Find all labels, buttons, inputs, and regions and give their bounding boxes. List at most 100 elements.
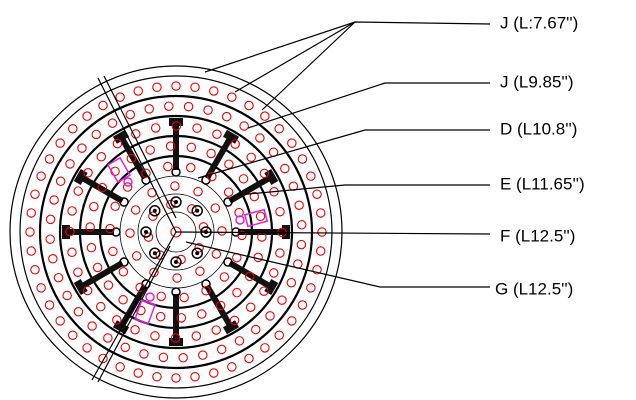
- hole: [297, 220, 307, 230]
- hole: [118, 267, 129, 277]
- hole: [194, 243, 204, 253]
- label: J (L:7.67''): [500, 13, 578, 32]
- hole: [30, 265, 40, 275]
- label: J (L9.85''): [500, 72, 574, 91]
- hole: [186, 162, 196, 173]
- hole: [171, 373, 181, 383]
- label: F (L12.5''): [500, 226, 575, 245]
- hole: [112, 138, 123, 149]
- hole: [87, 321, 97, 331]
- outer-ring: [9, 65, 343, 399]
- spoke-arm: [173, 120, 179, 170]
- spoke-bolt: [119, 257, 129, 267]
- hole: [224, 159, 234, 169]
- hole: [193, 186, 203, 197]
- hole: [89, 201, 99, 212]
- hole: [227, 92, 237, 102]
- outer-ring: [19, 75, 333, 389]
- hole: [287, 138, 297, 148]
- hole: [98, 100, 108, 111]
- hole: [110, 201, 120, 212]
- spoke-arm: [228, 260, 275, 291]
- bolt-core: [195, 208, 200, 213]
- hole: [92, 262, 103, 273]
- hole: [306, 171, 316, 181]
- hole: [195, 266, 205, 277]
- markers: [106, 156, 269, 325]
- hole: [83, 168, 93, 178]
- hole: [144, 104, 154, 114]
- hole: [238, 174, 249, 184]
- hole: [207, 171, 217, 182]
- hole: [179, 292, 189, 303]
- hole: [229, 315, 240, 326]
- hole: [197, 309, 207, 319]
- hole: [97, 182, 108, 193]
- hole: [91, 129, 101, 140]
- hole: [251, 324, 261, 335]
- hole: [67, 206, 77, 216]
- hole: [150, 331, 160, 341]
- spoke-bolt: [171, 167, 181, 177]
- bolt: [149, 247, 161, 259]
- hole: [82, 111, 92, 121]
- hole: [288, 181, 299, 192]
- hole: [171, 81, 181, 91]
- bolt-core: [152, 208, 157, 213]
- hole: [112, 315, 122, 325]
- spoke-arm: [173, 294, 179, 344]
- spoke: [223, 168, 279, 207]
- hole: [108, 246, 118, 257]
- hole: [55, 176, 66, 187]
- hole: [68, 330, 78, 340]
- hole: [183, 101, 194, 112]
- ring: [38, 94, 314, 370]
- hole: [312, 265, 322, 275]
- section-line: [91, 231, 177, 381]
- spoke-head: [112, 129, 130, 144]
- hole: [216, 344, 227, 355]
- hole: [55, 316, 65, 326]
- hole: [253, 252, 263, 263]
- hole: [316, 208, 326, 218]
- spoke-arm: [77, 260, 124, 291]
- bolt: [191, 247, 203, 259]
- hole: [219, 272, 230, 282]
- marker: [235, 215, 245, 225]
- hole: [152, 372, 162, 382]
- hole: [217, 226, 227, 236]
- hole: [246, 152, 256, 163]
- hole: [234, 336, 245, 346]
- hole: [191, 331, 202, 341]
- hole: [277, 295, 287, 305]
- hole: [73, 267, 83, 277]
- hole: [249, 191, 260, 202]
- hole: [122, 182, 133, 192]
- hole: [297, 154, 308, 164]
- hole: [36, 283, 46, 293]
- hole: [245, 302, 256, 312]
- spoke-head: [73, 278, 88, 296]
- bolt: [191, 205, 203, 217]
- hole: [244, 353, 254, 364]
- hole: [190, 82, 200, 92]
- hole: [206, 148, 216, 159]
- hole: [221, 111, 232, 122]
- hole: [120, 342, 131, 353]
- hole: [65, 226, 75, 237]
- bolt-core: [195, 251, 200, 256]
- leader: [261, 21, 356, 111]
- hole: [126, 153, 137, 164]
- bolt-core: [174, 200, 178, 204]
- marker: [134, 299, 156, 325]
- hole: [115, 92, 125, 102]
- hole: [294, 200, 304, 210]
- hole: [312, 189, 322, 199]
- hole: [150, 123, 161, 133]
- bolt: [170, 196, 182, 208]
- hole: [259, 168, 270, 179]
- spoke-head: [264, 168, 279, 186]
- spoke-bolt: [223, 197, 233, 207]
- hole: [125, 109, 136, 120]
- marker: [145, 292, 155, 302]
